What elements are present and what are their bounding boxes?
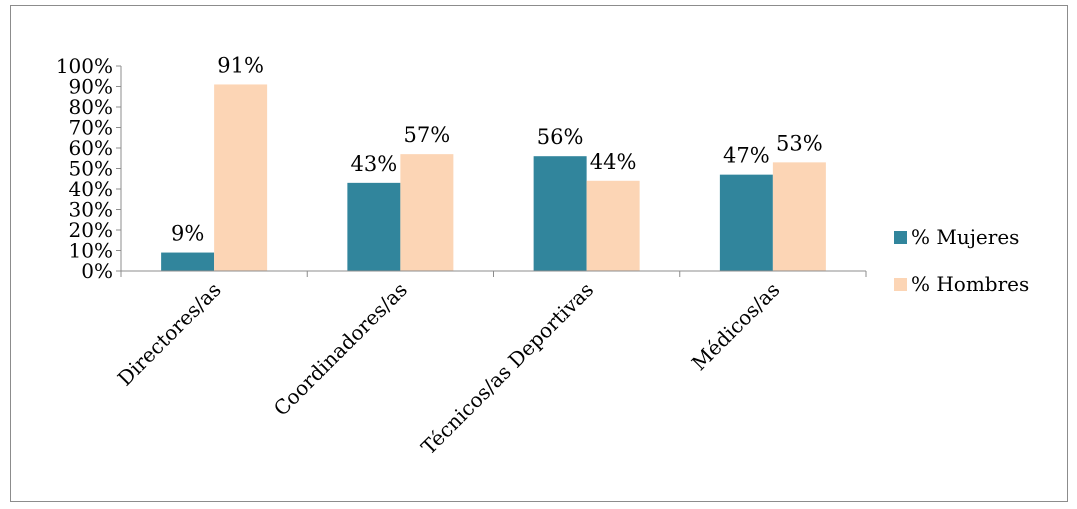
y-tick-label: 10% [69,239,113,263]
y-tick-label: 80% [69,95,113,119]
bar-hombres [214,84,268,271]
legend-swatch [894,278,907,291]
y-tick-label: 40% [69,177,113,201]
chart-frame: 0% 10% 20% 30% 40% 50% 60% 70% 80% 90% 100% 9% 91% 4… [10,5,1068,502]
y-tick-label: 30% [69,198,113,222]
bar-mujeres [347,182,401,271]
legend-label: % Hombres [911,272,1029,296]
category-label: Técnicos/as Deportivas [416,278,598,460]
y-tick-label: 20% [69,218,113,242]
data-label: 43% [351,152,398,176]
data-label: 57% [404,123,451,147]
data-label: 56% [537,125,584,149]
bar-chart: 0%10%20%30%40%50%60%70%80%90%100% 9% 91% 4… [56,53,1029,460]
bars: 9% 91% 43%57% 56%44% 47%53% [161,53,826,271]
bar-hombres [400,154,454,271]
y-tick-label: 100% [56,54,113,78]
y-tick-label: 90% [69,75,113,99]
category-label: Médicos/as [687,278,785,376]
y-tick-label: 70% [69,116,113,140]
data-label: 9% [171,222,204,246]
legend-label: % Mujeres [911,225,1019,249]
bar-mujeres [533,156,587,271]
x-axis: Directores/as Coordinadores/as Técnicos/as… [113,270,867,460]
data-label: 91% [217,53,264,77]
bar-mujeres [719,174,773,271]
y-tick-label: 0% [81,259,113,283]
y-tick-label: 60% [69,136,113,160]
y-axis: 0%10%20%30%40%50%60%70%80%90%100% [56,54,122,283]
data-label: 44% [590,150,637,174]
data-label: 53% [776,131,823,155]
legend: % Mujeres % Hombres [894,225,1029,296]
y-tick-label: 50% [69,157,113,181]
bar-hombres [772,162,826,271]
bar-mujeres [161,252,215,271]
category-label: Directores/as [113,278,226,391]
legend-swatch [894,231,907,244]
category-label: Coordinadores/as [269,278,412,421]
data-label: 47% [723,144,770,168]
bar-hombres [586,180,640,271]
